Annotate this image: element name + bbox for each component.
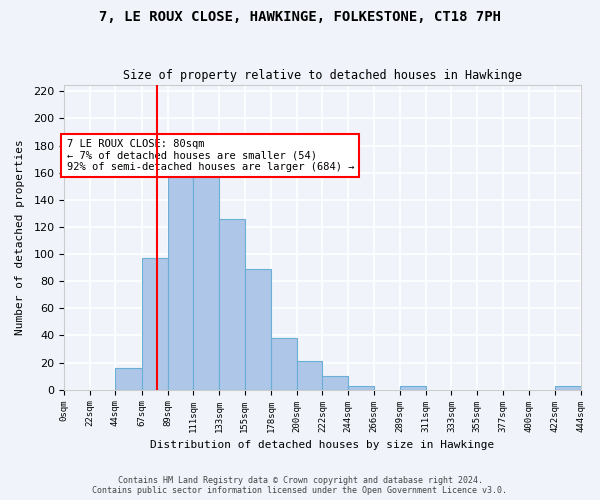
X-axis label: Distribution of detached houses by size in Hawkinge: Distribution of detached houses by size …: [150, 440, 494, 450]
Bar: [322, 376, 348, 390]
Bar: [168, 163, 193, 390]
Text: Contains HM Land Registry data © Crown copyright and database right 2024.
Contai: Contains HM Land Registry data © Crown c…: [92, 476, 508, 495]
Bar: [271, 338, 297, 390]
Bar: [115, 368, 142, 390]
Bar: [142, 258, 168, 390]
Bar: [245, 269, 271, 390]
Title: Size of property relative to detached houses in Hawkinge: Size of property relative to detached ho…: [123, 69, 522, 82]
Bar: [297, 361, 322, 390]
Bar: [400, 386, 426, 390]
Bar: [219, 219, 245, 390]
Bar: [193, 154, 219, 390]
Bar: [555, 386, 581, 390]
Text: 7 LE ROUX CLOSE: 80sqm
← 7% of detached houses are smaller (54)
92% of semi-deta: 7 LE ROUX CLOSE: 80sqm ← 7% of detached …: [67, 139, 354, 172]
Bar: [348, 386, 374, 390]
Y-axis label: Number of detached properties: Number of detached properties: [15, 139, 25, 335]
Text: 7, LE ROUX CLOSE, HAWKINGE, FOLKESTONE, CT18 7PH: 7, LE ROUX CLOSE, HAWKINGE, FOLKESTONE, …: [99, 10, 501, 24]
